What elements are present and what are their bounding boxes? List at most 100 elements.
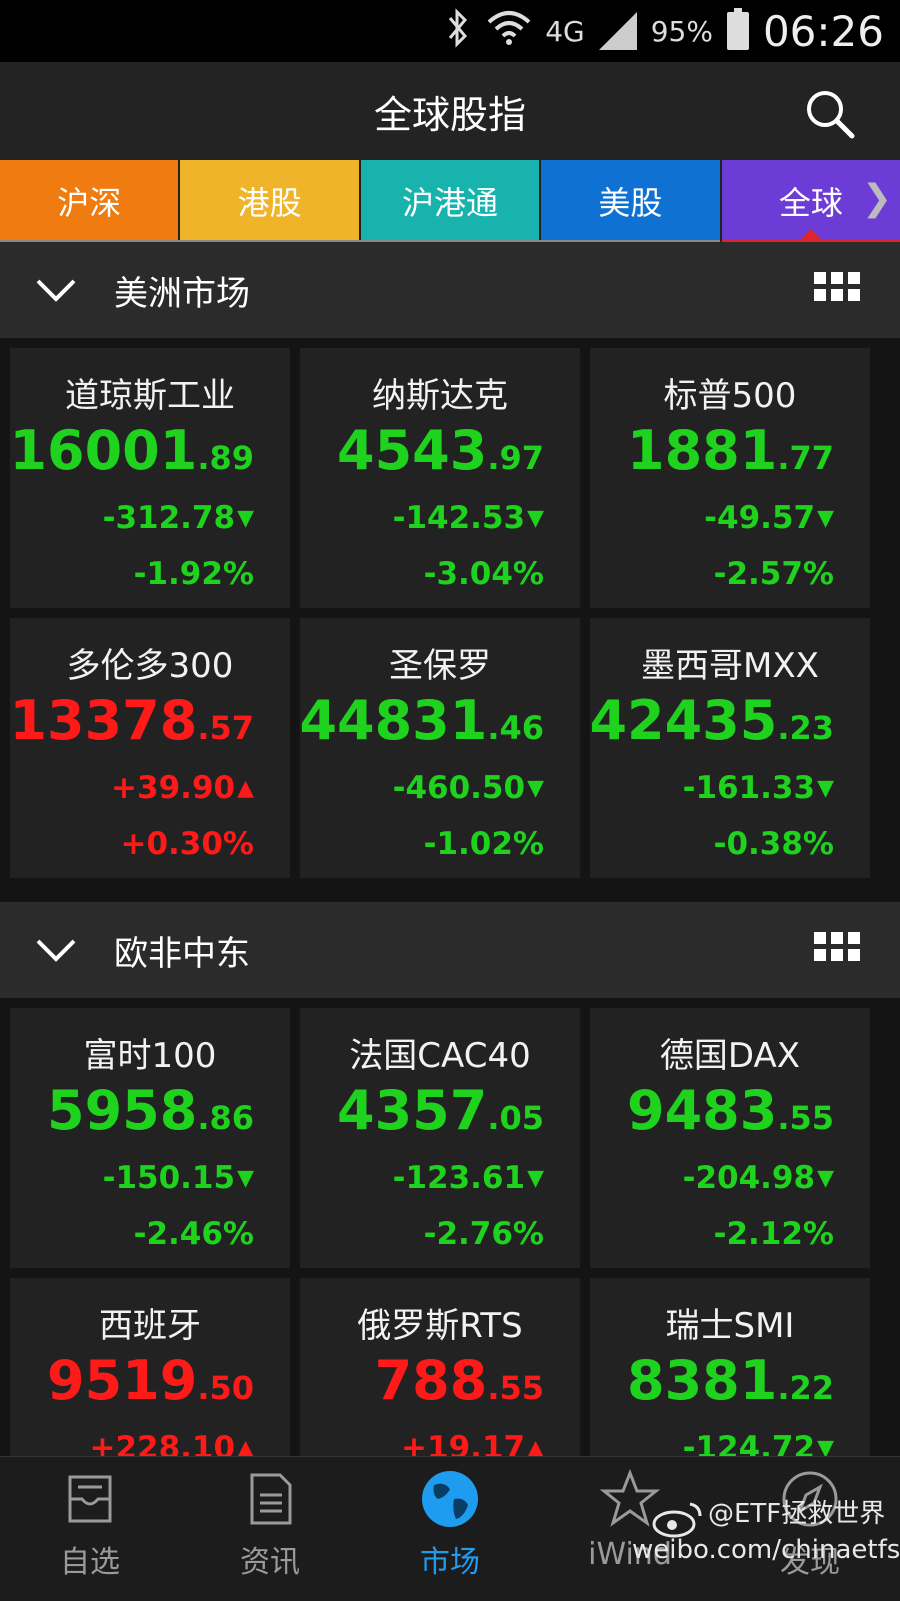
down-arrow-icon: ▼	[817, 776, 834, 801]
index-price: 1881.77	[627, 419, 834, 482]
index-change: -150.15▼	[102, 1160, 254, 1196]
index-card[interactable]: 德国DAX 9483.55 -204.98▼ -2.12%	[590, 1008, 870, 1268]
inbox-icon	[68, 1475, 112, 1523]
chevron-right-icon[interactable]: ❯	[861, 178, 893, 219]
index-price: 788.55	[374, 1349, 544, 1412]
down-arrow-icon: ▼	[527, 506, 544, 531]
nav-item-iwind[interactable]: iWind	[540, 1457, 720, 1601]
tab-ganggu[interactable]: 港股	[180, 160, 361, 242]
index-change: -204.98▼	[682, 1160, 834, 1196]
index-price: 44831.46	[299, 689, 544, 752]
tab-hushen[interactable]: 沪深	[0, 160, 181, 242]
index-name: 西班牙	[99, 1306, 201, 1346]
clock: 06:26	[762, 6, 884, 56]
battery-percent: 95%	[650, 14, 713, 48]
index-change: +39.90▲	[111, 770, 254, 806]
tab-meigu[interactable]: 美股	[541, 160, 722, 242]
index-percent: -3.04%	[423, 556, 544, 592]
index-grid-americas: 道琼斯工业 16001.89 -312.78▼ -1.92% 纳斯达克 4543…	[9, 348, 890, 878]
index-name: 俄罗斯RTS	[357, 1306, 523, 1346]
index-price: 8381.22	[627, 1349, 834, 1412]
tab-label: 沪深	[57, 184, 122, 222]
globe-icon	[422, 1471, 478, 1527]
index-name: 道琼斯工业	[65, 376, 235, 416]
index-name: 法国CAC40	[349, 1036, 531, 1076]
nav-label: 自选	[60, 1545, 120, 1580]
index-card[interactable]: 道琼斯工业 16001.89 -312.78▼ -1.92%	[9, 348, 290, 608]
chevron-down-icon[interactable]	[36, 930, 76, 970]
grid-view-icon[interactable]	[814, 932, 860, 966]
nav-label: 市场	[420, 1545, 480, 1580]
down-arrow-icon: ▼	[817, 1436, 834, 1461]
tab-label: 沪港通	[402, 184, 499, 222]
index-name: 多伦多300	[66, 646, 234, 686]
index-name: 纳斯达克	[372, 376, 508, 416]
down-arrow-icon: ▼	[817, 506, 834, 531]
index-card[interactable]: 标普500 1881.77 -49.57▼ -2.57%	[590, 348, 870, 608]
tab-label: 港股	[237, 184, 302, 222]
active-tab-indicator	[800, 229, 821, 239]
nav-item-news[interactable]: 资讯	[180, 1457, 360, 1601]
nav-item-watchlist[interactable]: 自选	[0, 1457, 180, 1601]
down-arrow-icon: ▼	[817, 1166, 834, 1191]
index-card[interactable]: 墨西哥MXX 42435.23 -161.33▼ -0.38%	[589, 618, 870, 878]
up-arrow-icon: ▲	[237, 1436, 254, 1461]
index-change: -123.61▼	[392, 1160, 544, 1196]
compass-icon	[782, 1471, 838, 1527]
index-percent: -1.02%	[423, 826, 544, 862]
bottom-nav: 自选 资讯 市场 iWind 发现	[0, 1456, 900, 1601]
nav-label: 发现	[780, 1545, 840, 1580]
nav-item-market[interactable]: 市场	[360, 1457, 540, 1601]
section-header-emea[interactable]: 欧非中东	[0, 902, 900, 998]
index-price: 5958.86	[47, 1079, 254, 1142]
index-percent: -0.38%	[713, 826, 834, 862]
search-icon[interactable]	[800, 84, 860, 144]
index-name: 圣保罗	[389, 646, 491, 686]
title-bar: 全球股指	[0, 62, 900, 160]
market-tabs: 沪深 港股 沪港通 美股 全球 ❯	[0, 160, 900, 242]
tab-hugangtong[interactable]: 沪港通	[360, 160, 542, 242]
index-percent: -1.92%	[133, 556, 254, 592]
index-price: 4357.05	[337, 1079, 544, 1142]
index-name: 标普500	[663, 376, 797, 416]
weibo-logo-icon	[652, 1502, 702, 1538]
index-price: 13378.57	[9, 689, 254, 752]
index-price: 16001.89	[9, 419, 254, 482]
down-arrow-icon: ▼	[527, 1166, 544, 1191]
index-name: 瑞士SMI	[665, 1306, 795, 1346]
chevron-down-icon[interactable]	[36, 270, 76, 310]
index-card[interactable]: 多伦多300 13378.57 +39.90▲ +0.30%	[9, 618, 290, 878]
section-header-americas[interactable]: 美洲市场	[0, 242, 900, 338]
down-arrow-icon: ▼	[237, 506, 254, 531]
tab-label: 全球	[778, 184, 843, 222]
index-percent: -2.57%	[713, 556, 834, 592]
index-price: 42435.23	[589, 689, 834, 752]
status-bar: 4G 95% 06:26	[0, 0, 900, 62]
index-percent: +0.30%	[120, 826, 254, 862]
index-change: -142.53▼	[392, 500, 544, 536]
battery-icon	[726, 8, 749, 50]
index-card[interactable]: 圣保罗 44831.46 -460.50▼ -1.02%	[299, 618, 580, 878]
tab-global[interactable]: 全球 ❯	[721, 160, 900, 242]
grid-view-icon[interactable]	[814, 272, 860, 306]
tabs-divider	[0, 240, 720, 243]
index-card[interactable]: 法国CAC40 4357.05 -123.61▼ -2.76%	[300, 1008, 580, 1268]
up-arrow-icon: ▲	[527, 1436, 544, 1461]
index-change: -460.50▼	[392, 770, 544, 806]
down-arrow-icon: ▼	[527, 776, 544, 801]
network-type: 4G	[545, 14, 585, 48]
index-name: 富时100	[83, 1036, 217, 1076]
up-arrow-icon: ▲	[237, 776, 254, 801]
index-price: 9519.50	[47, 1349, 254, 1412]
tab-label: 美股	[598, 184, 663, 222]
index-percent: -2.46%	[133, 1216, 254, 1252]
page-title: 全球股指	[373, 92, 526, 137]
watermark-url: weibo.com/chinaetfs	[632, 1535, 900, 1565]
index-card[interactable]: 纳斯达克 4543.97 -142.53▼ -3.04%	[300, 348, 580, 608]
signal-icon	[598, 12, 637, 50]
section-title: 欧非中东	[114, 933, 250, 974]
index-percent: -2.76%	[423, 1216, 544, 1252]
index-name: 德国DAX	[659, 1036, 801, 1076]
nav-item-discover[interactable]: 发现	[720, 1457, 900, 1601]
index-card[interactable]: 富时100 5958.86 -150.15▼ -2.46%	[10, 1008, 290, 1268]
